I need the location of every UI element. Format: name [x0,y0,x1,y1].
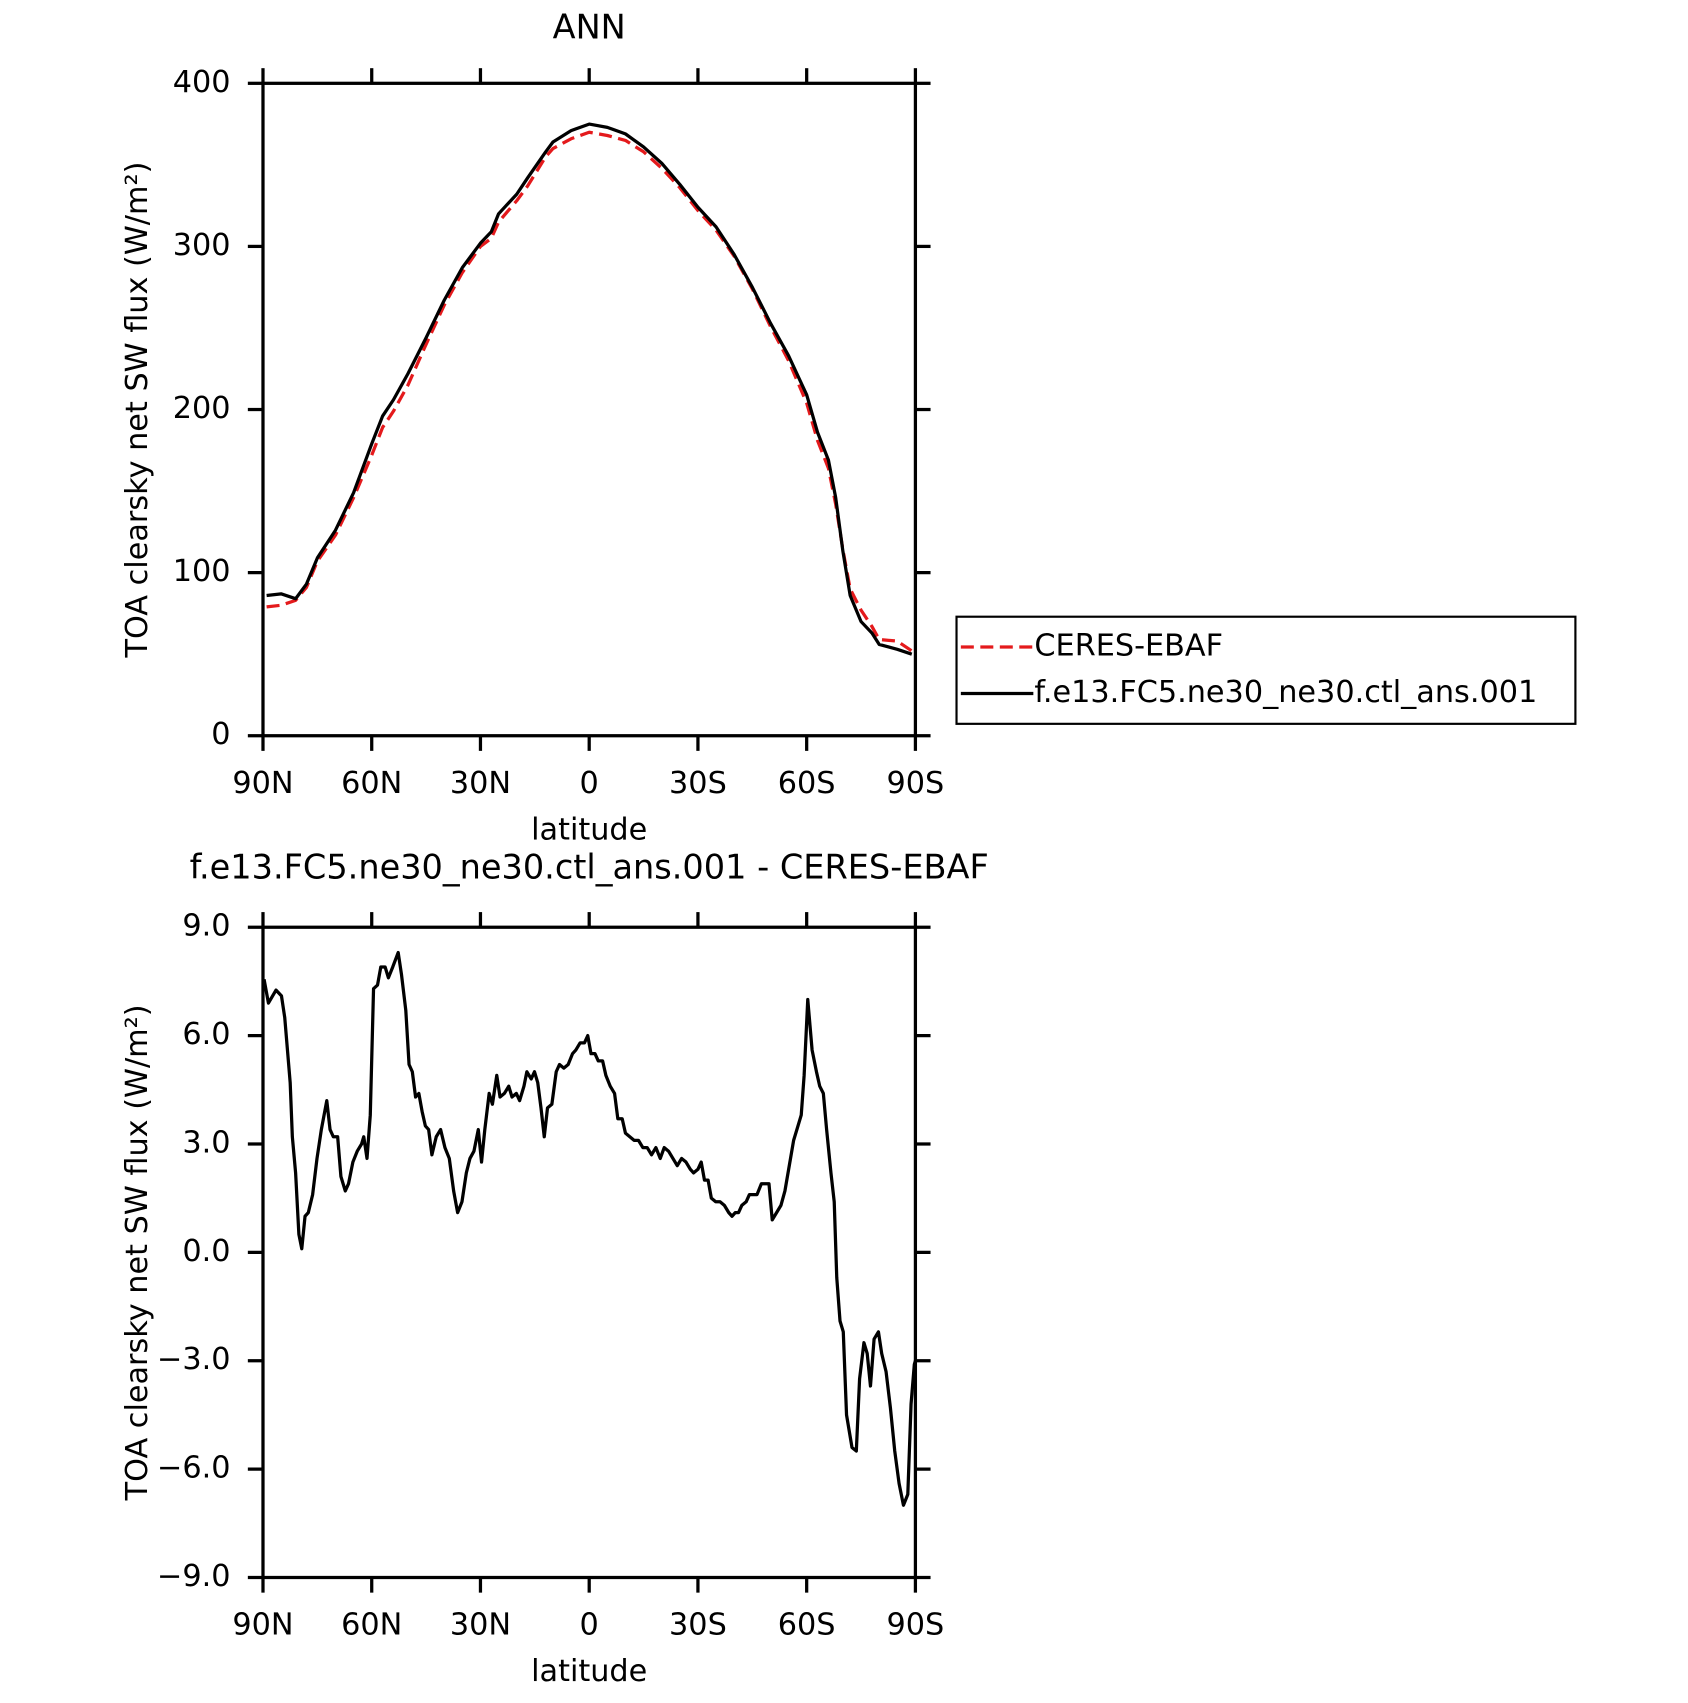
legend-label: CERES-EBAF [1034,629,1223,664]
y-tick-label: 3.0 [182,1125,230,1160]
x-tick-label: 90N [232,1608,293,1643]
y-tick-label: 9.0 [182,909,230,944]
x-tick-label: 30N [450,766,511,801]
x-tick-label: 90S [887,1608,945,1643]
x-axis-label: latitude [531,1654,647,1689]
y-tick-label: 6.0 [182,1017,230,1052]
x-tick-label: 60N [341,766,402,801]
x-tick-label: 90N [232,766,293,801]
x-tick-label: 60S [778,766,836,801]
legend-box [955,615,1577,725]
x-tick-label: 30S [669,766,727,801]
plot-frame [261,81,918,738]
data-line [266,122,913,656]
x-tick-label: 0 [580,1608,599,1643]
x-tick-label: 60S [778,1608,836,1643]
data-line [262,950,917,1507]
x-tick-label: 60N [341,1608,402,1643]
plot-frame [261,925,918,1580]
y-tick-label: −6.0 [157,1451,231,1486]
y-tick-label: −9.0 [157,1559,231,1594]
y-tick-label: −3.0 [157,1342,231,1377]
data-line [266,130,913,653]
y-tick-label: 400 [173,65,231,100]
y-tick-label: 100 [173,554,231,589]
y-tick-label: 200 [173,391,231,426]
y-tick-label: 300 [173,228,231,263]
y-axis-label: TOA clearsky net SW flux (W/m²) [120,162,155,659]
chart-title: ANN [553,8,626,47]
x-tick-label: 0 [580,766,599,801]
chart-title: f.e13.FC5.ne30_ne30.ctl_ans.001 - CERES-… [190,847,989,886]
y-axis-label: TOA clearsky net SW flux (W/m²) [120,1004,155,1501]
y-tick-label: 0 [211,717,230,752]
y-tick-label: 0.0 [182,1234,230,1269]
x-tick-label: 30S [669,1608,727,1643]
legend-label: f.e13.FC5.ne30_ne30.ctl_ans.001 [1034,675,1537,710]
x-tick-label: 30N [450,1608,511,1643]
x-tick-label: 90S [887,766,945,801]
x-axis-label: latitude [531,812,647,847]
